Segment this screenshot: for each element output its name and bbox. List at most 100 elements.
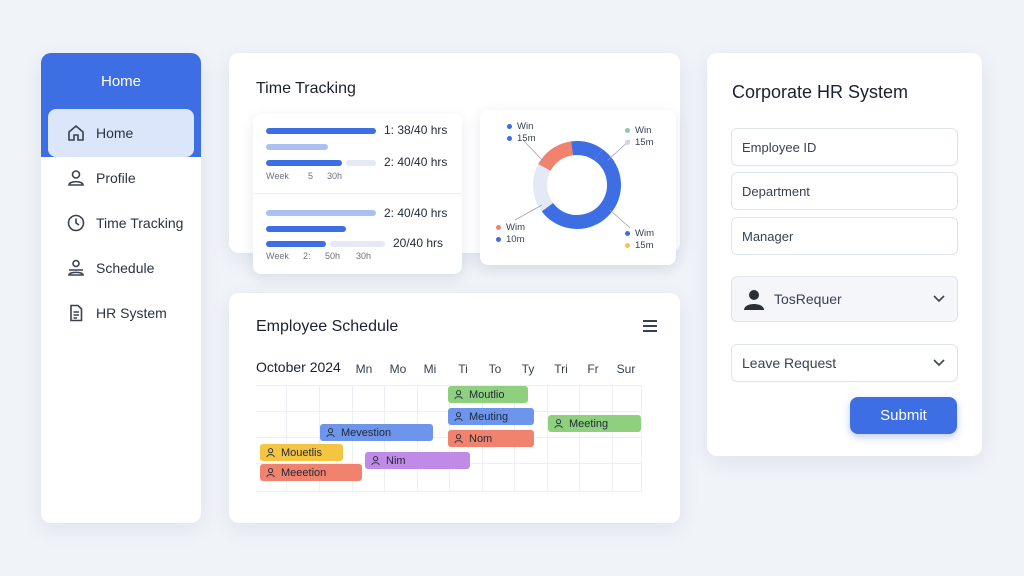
selected-user: TosRequer	[774, 291, 842, 307]
donut-legend-item: Win 15m	[625, 125, 653, 149]
day-header: Tri	[554, 362, 568, 376]
schedule-event[interactable]: Nom	[448, 430, 534, 447]
document-icon	[66, 303, 86, 323]
user-icon	[266, 468, 275, 478]
sidebar-item-profile[interactable]: Profile	[48, 154, 194, 202]
legend-dot	[507, 123, 512, 129]
department-field[interactable]: Department	[731, 172, 958, 210]
legend-dot	[507, 135, 512, 141]
hours-label: 20/40 hrs	[393, 236, 444, 250]
sidebar-item-label: Profile	[96, 170, 136, 186]
donut-legend-item: Win 15m	[507, 121, 535, 145]
week-label: 5	[308, 171, 314, 181]
schedule-month: October 2024	[256, 359, 341, 375]
user-icon	[326, 428, 335, 438]
week-label: Week	[266, 171, 289, 181]
day-header: Ty	[521, 362, 535, 376]
hours-bar	[266, 160, 342, 166]
legend-connector	[514, 204, 543, 221]
day-header: Mn	[355, 362, 373, 376]
day-header: Fr	[587, 362, 599, 376]
legend-dot	[625, 242, 630, 248]
chevron-down-icon	[933, 295, 945, 303]
day-header: Mo	[389, 362, 407, 376]
schedule-event[interactable]: Meuting	[448, 408, 534, 425]
hours-bar	[266, 241, 326, 247]
leave-request-label: Leave Request	[742, 355, 837, 371]
sidebar-header-title: Home	[100, 73, 141, 90]
legend-dot	[625, 139, 630, 145]
week-label: 50h	[325, 251, 341, 261]
schedule-event[interactable]: Meeting	[548, 415, 641, 432]
sidebar-item-label: Schedule	[96, 260, 155, 276]
time-donut-chart	[514, 139, 631, 229]
menu-icon[interactable]	[643, 320, 657, 332]
divider	[253, 193, 462, 194]
employee-schedule-card: Employee Schedule October 2024 Mn Mo Mi …	[229, 293, 680, 523]
week-label: 30h	[327, 171, 343, 181]
user-icon	[454, 390, 463, 400]
schedule-event[interactable]: Mouetlis	[260, 444, 343, 461]
user-icon	[266, 448, 275, 458]
hr-system-card: Corporate HR System Employee ID Departme…	[707, 53, 982, 456]
sidebar-item-home[interactable]: Home	[48, 109, 194, 157]
users-icon	[66, 258, 86, 278]
schedule-event[interactable]: Meeetion	[260, 464, 362, 481]
hours-bar-track	[346, 160, 376, 166]
day-header: Mi	[423, 362, 437, 376]
hours-label: 2: 40/40 hrs	[384, 155, 448, 169]
sidebar-item-label: HR System	[96, 305, 167, 321]
schedule-event[interactable]: Mevestion	[320, 424, 433, 441]
hours-bar-track	[330, 241, 385, 247]
time-tracking-title: Time Tracking	[256, 80, 356, 97]
leave-request-select[interactable]: Leave Request	[731, 344, 958, 382]
legend-dot	[625, 127, 630, 133]
employee-id-field[interactable]: Employee ID	[731, 128, 958, 166]
clock-icon	[66, 213, 86, 233]
user-icon	[371, 456, 380, 466]
schedule-event[interactable]: Nim	[365, 452, 470, 469]
legend-connector	[609, 209, 631, 229]
legend-dot	[625, 230, 630, 236]
chevron-down-icon	[933, 359, 945, 367]
user-icon	[554, 419, 563, 429]
employee-select[interactable]: TosRequer	[731, 276, 958, 322]
hours-bar	[266, 210, 376, 216]
user-icon	[66, 168, 86, 188]
submit-button[interactable]: Submit	[850, 397, 957, 434]
schedule-event[interactable]: Moutlio	[448, 386, 528, 403]
week-label: 30h	[356, 251, 372, 261]
donut-segment	[533, 141, 621, 229]
home-icon	[66, 123, 86, 143]
donut-legend-item: Wim 15m	[625, 228, 654, 252]
sidebar-item-label: Time Tracking	[96, 215, 184, 231]
hours-bar	[266, 144, 328, 150]
sidebar-item-hr-system[interactable]: HR System	[48, 289, 194, 337]
user-icon	[454, 434, 463, 444]
day-header: Sur	[616, 362, 636, 376]
day-header: To	[488, 362, 502, 376]
hours-bar	[266, 226, 346, 232]
sidebar-item-label: Home	[96, 125, 134, 141]
donut-segment	[533, 141, 621, 229]
hours-bar	[266, 128, 376, 134]
time-donut-panel: Win 15m Win 15m Wim 10m Wim 15m	[480, 110, 676, 265]
day-header: Ti	[458, 362, 468, 376]
sidebar: Home Home Profile Time Tracking Schedule…	[41, 53, 201, 523]
legend-dot	[496, 236, 501, 242]
user-avatar-icon	[744, 290, 764, 310]
user-icon	[454, 412, 463, 422]
hours-label: 1: 38/40 hrs	[384, 123, 448, 137]
legend-dot	[496, 224, 501, 230]
week-label: 2:	[303, 251, 311, 261]
schedule-title: Employee Schedule	[256, 318, 399, 335]
hr-title: Corporate HR System	[732, 82, 909, 102]
donut-legend-item: Wim 10m	[496, 222, 525, 246]
sidebar-item-time-tracking[interactable]: Time Tracking	[48, 199, 194, 247]
sidebar-item-schedule[interactable]: Schedule	[48, 244, 194, 292]
hours-label: 2: 40/40 hrs	[384, 206, 448, 220]
legend-connector	[522, 139, 545, 163]
hours-bars-panel: 1: 38/40 hrs 2: 40/40 hrs Week 5 30h 2: …	[253, 114, 462, 274]
manager-field[interactable]: Manager	[731, 217, 958, 255]
week-label: Week	[266, 251, 289, 261]
